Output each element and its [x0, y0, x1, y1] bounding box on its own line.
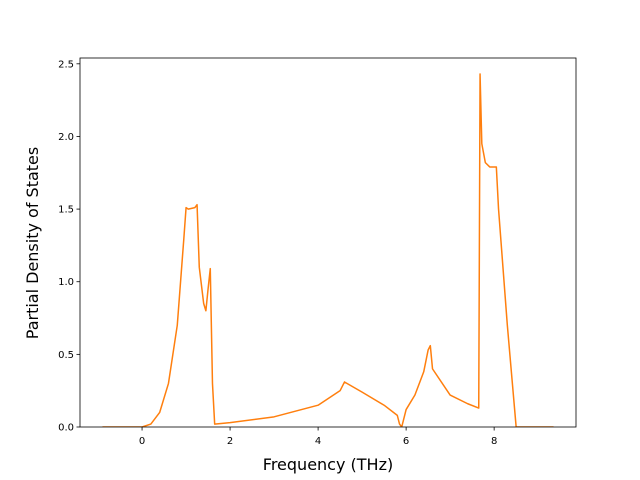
x-tick-label: 0: [139, 436, 145, 447]
x-tick-label: 2: [227, 436, 233, 447]
y-tick-label: 1.5: [58, 205, 74, 216]
y-tick-label: 2.5: [58, 59, 74, 70]
y-axis-label: Partial Density of States: [23, 147, 42, 339]
y-tick-label: 0.0: [58, 423, 74, 434]
x-tick-label: 8: [491, 436, 497, 447]
y-tick-label: 0.5: [58, 350, 74, 361]
x-axis-label: Frequency (THz): [263, 455, 393, 474]
x-tick-label: 4: [315, 436, 321, 447]
data-line: [102, 73, 554, 427]
x-tick-label: 6: [403, 436, 409, 447]
y-tick-label: 2.0: [58, 132, 74, 143]
plot-frame: [79, 57, 577, 428]
y-tick-label: 1.0: [58, 277, 74, 288]
